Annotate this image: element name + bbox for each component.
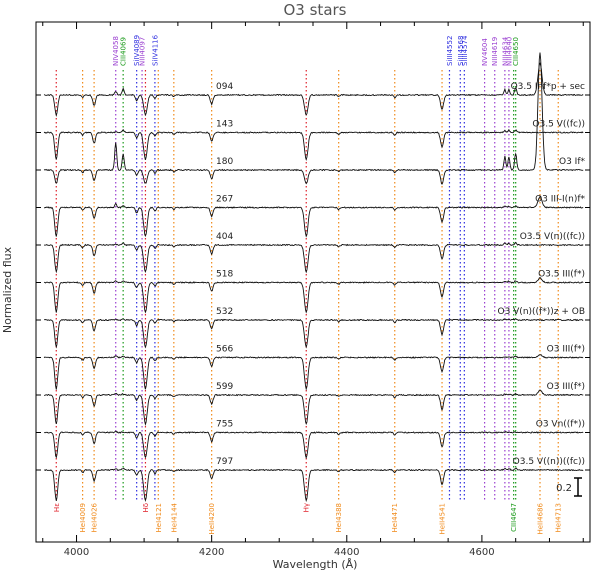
bottom-line-label: Hγ <box>303 503 311 512</box>
spectrum-line <box>43 128 584 161</box>
spectrum-line <box>43 276 584 314</box>
bottom-line-label: Hδ <box>142 503 150 513</box>
spectrum-id: 267 <box>216 195 233 205</box>
x-tick-label: 4400 <box>334 547 359 558</box>
bottom-line-label: HeII4541 <box>439 503 447 535</box>
spectral-type: O3 Vn((f*)) <box>536 420 585 430</box>
scale-bar-label: 0.2 <box>556 483 572 494</box>
spectral-type: O3.5 Inf*p + sec <box>511 82 585 92</box>
bottom-line-label: HeI4713 <box>555 503 563 532</box>
top-line-label: SiIII4574 <box>461 35 469 66</box>
x-tick-label: 4000 <box>64 547 89 558</box>
spectrum-line <box>43 62 584 117</box>
spectrum-id: 180 <box>216 157 233 167</box>
bottom-line-label: HeI4026 <box>91 502 99 532</box>
spectrum-id: 143 <box>216 120 233 130</box>
spectral-type: O3.5 V((n))((fc)) <box>513 457 585 467</box>
spectrum-line <box>44 389 584 426</box>
spectrum-id: 755 <box>216 420 233 430</box>
top-line-label: CIII4069 <box>120 37 128 66</box>
top-line-label: NIII4634 <box>501 36 509 66</box>
bottom-line-label: HeII4686 <box>537 502 545 534</box>
top-line-label: NIII4640 <box>505 37 513 66</box>
spectral-type: O3.5 V((fc)) <box>532 120 585 130</box>
spectral-type: O3.5 III(f*) <box>538 270 585 280</box>
spectral-type: O3 V(n)((f*))z + OB <box>497 307 585 317</box>
spectrum-line <box>44 467 584 503</box>
spectral-type: O3 III(f*) <box>547 345 585 355</box>
spectrum-id: 566 <box>216 345 233 355</box>
spectrum-line <box>43 354 584 391</box>
spectral-type: O3.5 V(n)((fc)) <box>520 232 585 242</box>
top-line-label: NIII4097 <box>139 37 147 66</box>
bottom-line-label: HeI4144 <box>170 502 178 532</box>
spectrum-id: 404 <box>216 232 233 242</box>
spectrum-id: 599 <box>216 382 233 392</box>
top-line-label: SiIII4568 <box>457 36 465 66</box>
x-tick-label: 4600 <box>469 547 494 558</box>
x-axis: 4000 4200 4400 4600 <box>42 22 584 558</box>
spectra-series: 094 O3.5 Inf*p + sec 143 O3.5 V((fc)) 180 O3 … <box>36 52 590 503</box>
spectrum-line <box>43 318 584 349</box>
top-line-label: NV4604 <box>481 38 489 66</box>
top-line-label: CIII4650 <box>512 37 520 66</box>
y-axis-label: Normalized flux <box>1 246 14 333</box>
spectrum-id: 797 <box>216 457 233 467</box>
x-tick-label: 4200 <box>199 547 224 558</box>
scale-bar: 0.2 <box>556 477 582 497</box>
x-axis-label: Wavelength (Å) <box>273 558 358 571</box>
bottom-line-label: HeII4200 <box>208 503 216 535</box>
bottom-line-label: HeI4471 <box>391 503 399 532</box>
spectrum-line <box>44 430 584 460</box>
spectral-type: O3 III-I(n)f* <box>535 195 585 205</box>
chart-title: O3 stars <box>284 1 347 19</box>
line-markers <box>55 70 559 500</box>
bottom-line-label: CIII4647 <box>510 503 518 532</box>
spectral-type: O3 III(f*) <box>547 382 585 392</box>
top-line-label: NIII4619 <box>491 37 499 66</box>
bottom-line-label: HeI4009 <box>79 503 87 532</box>
spectrum-id: 094 <box>216 82 233 92</box>
bottom-line-label: HeI4388 <box>335 503 343 532</box>
top-line-label: SiIV4116 <box>151 34 159 66</box>
top-line-label: NIV4058 <box>112 36 120 66</box>
spectral-type: O3 If* <box>559 157 585 167</box>
spectrum-line <box>43 195 584 238</box>
spectrum-line <box>43 241 584 274</box>
spectrum-id: 518 <box>216 270 233 280</box>
bottom-line-label: HeI4121 <box>155 503 163 532</box>
top-line-label: SiIV4089 <box>133 35 141 66</box>
spectrum-line <box>43 52 584 185</box>
spectrum-id: 532 <box>216 307 233 317</box>
top-line-label: SiIII4552 <box>446 36 454 66</box>
bottom-line-label: Hε <box>53 503 61 512</box>
